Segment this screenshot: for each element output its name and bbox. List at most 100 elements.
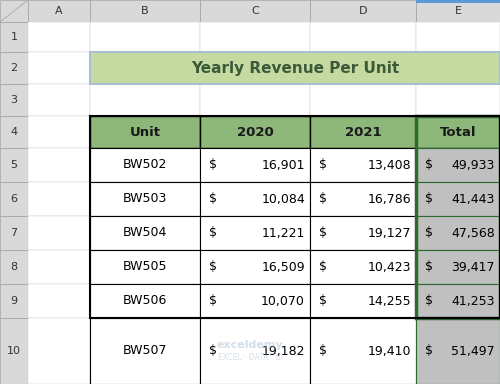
Bar [90, 182, 200, 216]
Bar [310, 284, 416, 318]
Text: $: $ [319, 192, 327, 205]
Bar [90, 216, 200, 250]
Text: $: $ [209, 227, 217, 240]
Text: $: $ [209, 295, 217, 308]
Text: $: $ [209, 192, 217, 205]
Text: BW504: BW504 [123, 227, 167, 240]
Bar [200, 250, 310, 284]
Text: 41,443: 41,443 [452, 192, 495, 205]
Bar [310, 284, 416, 318]
Bar [90, 284, 200, 318]
Text: 39,417: 39,417 [452, 260, 495, 273]
Bar [310, 116, 416, 148]
Bar [90, 52, 500, 84]
Bar [0, 284, 28, 318]
Text: $: $ [425, 159, 433, 172]
Text: C: C [251, 6, 259, 16]
Bar [310, 182, 416, 216]
Bar [90, 116, 200, 148]
Bar [0, 318, 28, 384]
Text: 2: 2 [10, 63, 18, 73]
Text: $: $ [319, 344, 327, 358]
Text: 14,255: 14,255 [368, 295, 411, 308]
Bar [416, 182, 500, 216]
Bar [90, 52, 200, 84]
Text: B: B [141, 6, 149, 16]
Bar [310, 216, 416, 250]
Bar [90, 318, 200, 384]
Bar [416, 182, 500, 216]
Bar [90, 0, 200, 22]
Text: 8: 8 [10, 262, 18, 272]
Bar [200, 116, 310, 148]
Text: BW502: BW502 [123, 159, 167, 172]
Bar [416, 284, 500, 318]
Bar [200, 0, 310, 22]
Bar [200, 216, 310, 250]
Bar [200, 284, 310, 318]
Bar [310, 148, 416, 182]
Text: EXCEL · DATA · BI: EXCEL · DATA · BI [218, 353, 282, 361]
Text: 19,410: 19,410 [368, 344, 411, 358]
Bar [0, 52, 28, 84]
Bar [0, 216, 28, 250]
Text: $: $ [319, 227, 327, 240]
Text: 51,497: 51,497 [452, 344, 495, 358]
Bar [310, 216, 416, 250]
Bar [416, 148, 500, 182]
Bar [90, 250, 200, 284]
Text: 47,568: 47,568 [451, 227, 495, 240]
Bar [310, 318, 416, 384]
Bar [416, 148, 500, 182]
Bar [200, 216, 310, 250]
Text: exceldemy: exceldemy [216, 340, 284, 350]
Bar [416, 284, 500, 318]
Text: BW506: BW506 [123, 295, 167, 308]
Bar [200, 52, 310, 84]
Bar [200, 182, 310, 216]
Text: E: E [454, 6, 462, 16]
Bar [0, 182, 28, 216]
Bar [90, 116, 200, 148]
Bar [90, 284, 200, 318]
Bar [90, 318, 200, 384]
Text: $: $ [209, 344, 217, 358]
Text: Unit: Unit [130, 126, 160, 139]
Bar [200, 84, 310, 116]
Text: Yearly Revenue Per Unit: Yearly Revenue Per Unit [191, 61, 399, 76]
Text: $: $ [425, 295, 433, 308]
Bar [310, 84, 416, 116]
Bar [416, 116, 500, 148]
Bar [416, 250, 500, 284]
Bar [200, 116, 310, 148]
Bar [90, 250, 200, 284]
Text: BW507: BW507 [123, 344, 167, 358]
Bar [90, 182, 200, 216]
Bar [310, 22, 416, 52]
Bar [310, 116, 416, 148]
Text: 19,127: 19,127 [368, 227, 411, 240]
Text: 7: 7 [10, 228, 18, 238]
Text: BW505: BW505 [123, 260, 167, 273]
Bar [0, 250, 28, 284]
Text: D: D [359, 6, 367, 16]
Bar [416, 318, 500, 384]
Bar [0, 148, 28, 182]
Bar [416, 216, 500, 250]
Bar [416, 116, 500, 318]
Bar [416, 116, 500, 148]
Text: $: $ [425, 227, 433, 240]
Bar [416, 216, 500, 250]
Bar [310, 0, 416, 22]
Bar [28, 0, 90, 22]
Bar [90, 148, 200, 182]
Bar [90, 216, 200, 250]
Text: 10,084: 10,084 [261, 192, 305, 205]
Bar [28, 116, 90, 148]
Bar [310, 250, 416, 284]
Text: 1: 1 [10, 32, 18, 42]
Bar [416, 250, 500, 284]
Bar [28, 216, 90, 250]
Text: $: $ [209, 159, 217, 172]
Text: 19,182: 19,182 [262, 344, 305, 358]
